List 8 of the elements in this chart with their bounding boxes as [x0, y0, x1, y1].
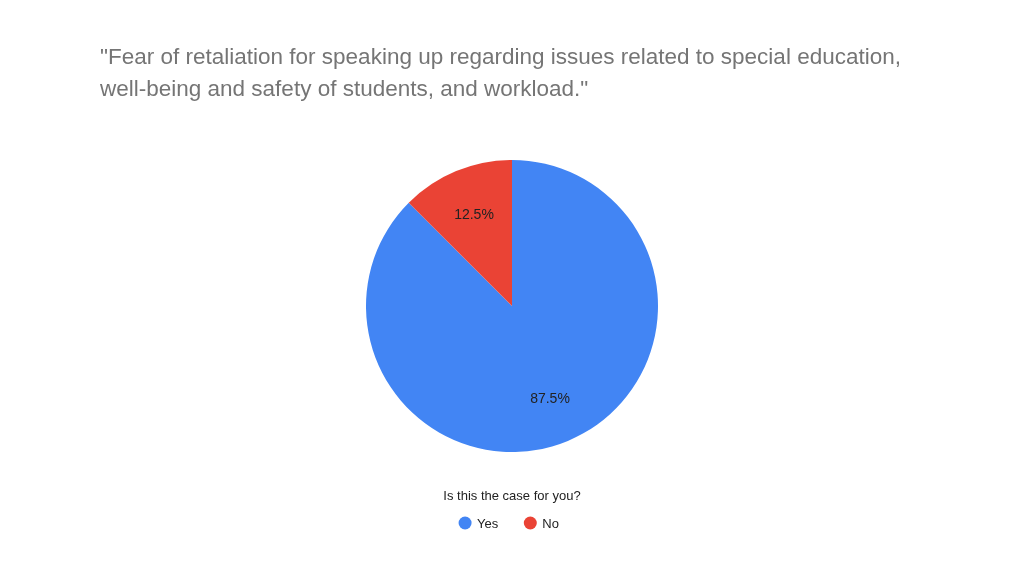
data-label: 87.5%	[530, 389, 570, 406]
legend-label: No	[542, 515, 559, 531]
legend-title: Is this the case for you?	[443, 487, 581, 503]
pie-slice	[366, 160, 658, 452]
pie-slice	[408, 160, 512, 306]
data-label: 12.5%	[454, 206, 494, 223]
legend-label: Yes	[477, 515, 499, 531]
chart-title: "Fear of retaliation for speaking up regarding issues related to special education, well-being and safety of students, and workload."	[99, 44, 901, 101]
